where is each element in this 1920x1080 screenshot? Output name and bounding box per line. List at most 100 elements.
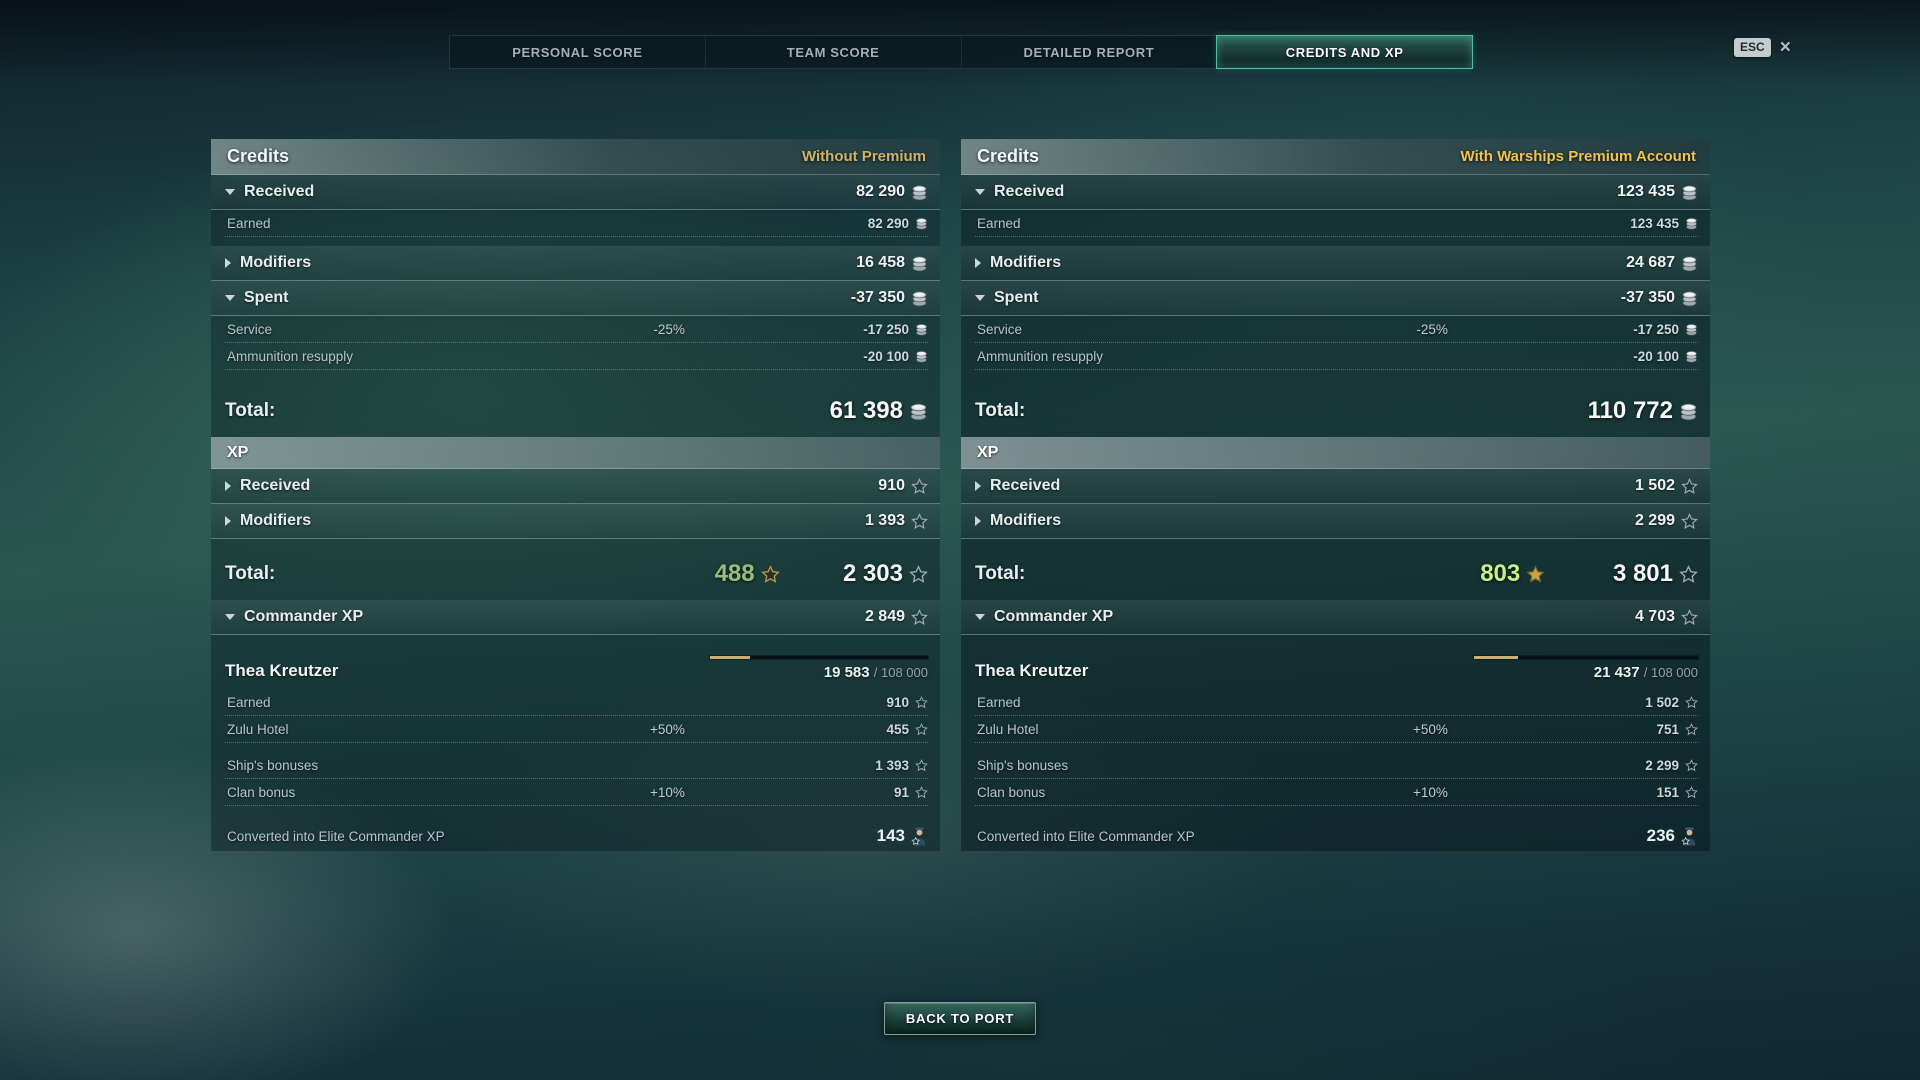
detail-value: 123 435 bbox=[1630, 216, 1679, 231]
converted-value: 236 bbox=[1646, 826, 1675, 845]
section-row-commander-xp[interactable]: Commander XP 4 703 bbox=[961, 600, 1710, 635]
converted-label: Converted into Elite Commander XP bbox=[977, 828, 1195, 844]
xp-star-icon bbox=[915, 786, 928, 799]
section-row-received[interactable]: Received 123 435 bbox=[961, 175, 1710, 210]
detail-label: Earned bbox=[227, 695, 271, 710]
section-value: 123 435 bbox=[1617, 183, 1675, 200]
tab-detailed-report[interactable]: DETAILED REPORT bbox=[962, 36, 1218, 68]
dotted-separator bbox=[975, 805, 1698, 806]
xp-section-header: XP bbox=[211, 437, 940, 469]
chevron-down-icon bbox=[975, 189, 985, 195]
section-row-modifiers[interactable]: Modifiers 1 393 bbox=[211, 504, 940, 539]
row-gap bbox=[961, 743, 1710, 752]
credits-icon bbox=[1681, 255, 1698, 272]
back-to-port-button[interactable]: BACK TO PORT bbox=[884, 1002, 1036, 1035]
xp-star-icon bbox=[911, 512, 928, 530]
section-value: 1 393 bbox=[864, 512, 905, 529]
detail-row-ship-s-bonuses: Ship's bonuses 2 299 bbox=[961, 752, 1710, 779]
chevron-down-icon bbox=[225, 614, 235, 620]
total-label: Total: bbox=[225, 400, 276, 421]
chevron-right-icon bbox=[225, 481, 231, 491]
total-value-group: 61 398 bbox=[830, 397, 928, 425]
panel-header: Credits Without Premium bbox=[211, 139, 940, 175]
section-value-group: 82 290 bbox=[856, 183, 928, 201]
section-value: 2 849 bbox=[864, 608, 905, 625]
detail-value-group: -17 250 bbox=[1633, 322, 1698, 337]
total-label: Total: bbox=[975, 400, 1026, 421]
xp-star-icon bbox=[911, 477, 928, 495]
section-row-received[interactable]: Received 82 290 bbox=[211, 175, 940, 210]
converted-label: Converted into Elite Commander XP bbox=[227, 828, 445, 844]
detail-value-group: 910 bbox=[886, 695, 928, 710]
credits-icon bbox=[911, 290, 928, 307]
converted-value-group: 236 bbox=[1647, 826, 1698, 847]
detail-label: Service bbox=[227, 322, 273, 337]
tab-team-score[interactable]: TEAM SCORE bbox=[706, 36, 962, 68]
section-row-modifiers[interactable]: Modifiers 2 299 bbox=[961, 504, 1710, 539]
xp-star-icon bbox=[1685, 786, 1698, 799]
esc-close-group[interactable]: ESC × bbox=[1734, 38, 1791, 57]
section-row-modifiers[interactable]: Modifiers 24 687 bbox=[961, 246, 1710, 281]
close-icon[interactable]: × bbox=[1779, 37, 1791, 58]
section-row-spent[interactable]: Spent -37 350 bbox=[961, 281, 1710, 316]
credits-icon bbox=[1681, 290, 1698, 307]
commander-xp-progress-values: 21 437 / 108 000 bbox=[1593, 664, 1698, 681]
detail-value: 751 bbox=[1656, 722, 1679, 737]
section-value-group: 1 393 bbox=[865, 512, 928, 530]
tab-credits-and-xp[interactable]: CREDITS AND XP bbox=[1216, 35, 1473, 69]
detail-label: Ship's bonuses bbox=[977, 758, 1069, 773]
xp-star-icon bbox=[1679, 564, 1698, 584]
detail-label: Earned bbox=[977, 695, 1021, 710]
chevron-right-icon bbox=[225, 258, 231, 268]
commander-progress-row: Thea Kreutzer 21 437 / 108 000 bbox=[961, 635, 1710, 689]
detail-row-ship-s-bonuses: Ship's bonuses 1 393 bbox=[211, 752, 940, 779]
detail-row-zulu-hotel: Zulu Hotel +50% 455 bbox=[211, 716, 940, 743]
commander-xp-progressbar bbox=[1473, 656, 1698, 659]
total-value: 61 398 bbox=[829, 397, 903, 424]
commander-xp-progress-values: 19 583 / 108 000 bbox=[823, 664, 928, 681]
section-row-spent[interactable]: Spent -37 350 bbox=[211, 281, 940, 316]
credits-icon bbox=[915, 217, 928, 230]
detail-label: Earned bbox=[227, 216, 271, 231]
dotted-separator bbox=[975, 778, 1698, 779]
xp-star-icon bbox=[915, 696, 928, 709]
chevron-down-icon bbox=[225, 189, 235, 195]
credits-icon bbox=[911, 184, 928, 201]
detail-label: Ammunition resupply bbox=[227, 349, 354, 364]
dotted-separator bbox=[975, 342, 1698, 343]
section-row-received[interactable]: Received 1 502 bbox=[961, 469, 1710, 504]
row-gap bbox=[211, 539, 940, 548]
dotted-separator bbox=[975, 236, 1698, 237]
section-label: Received bbox=[244, 183, 315, 200]
section-row-commander-xp[interactable]: Commander XP 2 849 bbox=[211, 600, 940, 635]
row-gap bbox=[211, 806, 940, 821]
elite-commander-xp-row: Converted into Elite Commander XP 236 bbox=[961, 821, 1710, 851]
detail-value: -20 100 bbox=[1633, 349, 1679, 364]
premium-status-label: Without Premium bbox=[801, 148, 926, 165]
detail-value: 1 393 bbox=[875, 758, 909, 773]
xp-base-bonus-group: 488 bbox=[715, 560, 780, 588]
section-label: Modifiers bbox=[990, 254, 1062, 271]
esc-key-badge[interactable]: ESC bbox=[1734, 38, 1771, 57]
detail-row-earned: Earned 82 290 bbox=[211, 210, 940, 237]
tab-personal-score[interactable]: PERSONAL SCORE bbox=[450, 36, 706, 68]
total-value-group: 3 801 bbox=[1613, 560, 1698, 588]
section-row-received[interactable]: Received 910 bbox=[211, 469, 940, 504]
modifier-percent: +50% bbox=[1412, 722, 1448, 737]
section-value-group: 4 703 bbox=[1635, 608, 1698, 626]
elite-commander-xp-row: Converted into Elite Commander XP 143 bbox=[211, 821, 940, 851]
section-row-modifiers[interactable]: Modifiers 16 458 bbox=[211, 246, 940, 281]
chevron-right-icon bbox=[975, 258, 981, 268]
section-label: Spent bbox=[994, 289, 1039, 306]
section-label: Received bbox=[240, 477, 311, 494]
commander-xp-progress: 21 437 / 108 000 bbox=[1473, 656, 1698, 681]
commander-xp-progress: 19 583 / 108 000 bbox=[710, 656, 928, 681]
converted-value-group: 143 bbox=[877, 826, 928, 847]
detail-value-group: 751 bbox=[1656, 722, 1698, 737]
section-value-group: 2 849 bbox=[865, 608, 928, 626]
section-value-group: -37 350 bbox=[851, 289, 928, 307]
row-gap bbox=[211, 743, 940, 752]
commander-xp-progressbar-fill bbox=[710, 656, 750, 659]
dotted-separator bbox=[225, 342, 928, 343]
detail-label: Clan bonus bbox=[977, 785, 1046, 800]
